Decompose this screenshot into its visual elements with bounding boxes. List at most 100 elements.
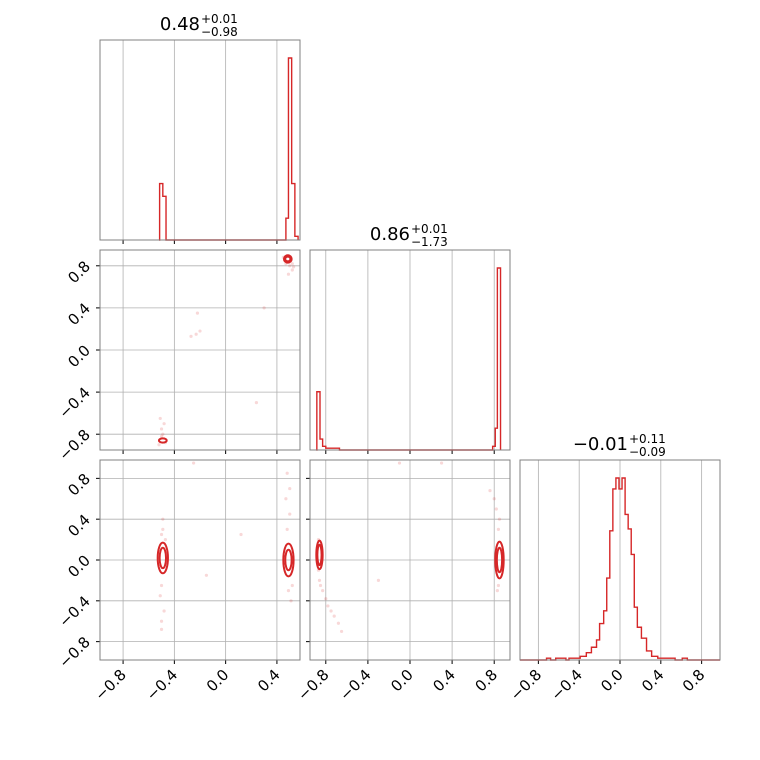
sample-point (204, 573, 209, 577)
sample-point (492, 497, 496, 501)
y-tick-label: 0.4 (64, 299, 94, 329)
sample-point (189, 334, 193, 338)
sample-point (159, 583, 164, 588)
sample-point (158, 416, 162, 421)
x-tick-label: 0.0 (387, 666, 417, 696)
sample-point (329, 609, 333, 613)
x-tick-label: 0.4 (638, 666, 668, 696)
x-tick-label: −0.4 (143, 666, 181, 704)
x-tick-label: −0.4 (336, 666, 374, 704)
density-contour (495, 546, 504, 574)
sample-point (162, 422, 166, 426)
sample-point (317, 578, 322, 583)
x-tick-label: −0.4 (548, 666, 586, 704)
density-contour (157, 437, 168, 444)
sample-point (376, 578, 381, 583)
x-tick-label: −0.8 (507, 666, 545, 704)
density-contour (156, 541, 169, 575)
density-contour (282, 542, 295, 578)
sample-point (194, 332, 198, 336)
sample-point (191, 461, 196, 465)
sample-point (157, 443, 161, 447)
sample-point (496, 527, 501, 531)
y-tick-label: 0.0 (64, 552, 94, 582)
x-tick-label: 0.8 (679, 666, 709, 696)
sample-point (339, 629, 344, 634)
sample-point (159, 434, 164, 438)
sample-point (324, 597, 328, 601)
sample-point (494, 507, 498, 511)
sample-point (195, 311, 200, 315)
panel-0-0 (99, 39, 301, 244)
sample-point (290, 268, 294, 272)
panel-1-1 (309, 249, 511, 454)
sample-point (284, 497, 288, 501)
sample-point (285, 527, 289, 531)
y-tick-label: 0.8 (64, 470, 94, 500)
sample-point (198, 329, 202, 333)
y-tick-label: 0.4 (64, 511, 94, 541)
histogram-2 (520, 477, 720, 661)
panel-1-0 (96, 249, 301, 454)
param-title-0: 0.48 (160, 14, 200, 35)
sample-point (289, 599, 293, 603)
panel-frame (99, 459, 301, 661)
y-tick-label: 0.8 (64, 257, 94, 287)
y-tick-label: −0.8 (55, 426, 93, 464)
sample-point (286, 272, 291, 276)
y-tick-label: −0.8 (55, 633, 93, 671)
sample-point (397, 461, 402, 465)
sample-point (326, 604, 330, 608)
panel-frame (309, 249, 511, 451)
sample-point (161, 432, 165, 436)
sample-point (321, 589, 325, 593)
sample-point (496, 583, 501, 588)
x-tick-label: −0.8 (294, 666, 332, 704)
sample-point (290, 583, 294, 588)
x-tick-label: 0.8 (471, 666, 501, 696)
param-value-1: 0.86 (370, 224, 410, 245)
sample-point (159, 427, 164, 431)
sample-point (159, 627, 164, 631)
param-minus-2: −0.09 (629, 445, 666, 459)
sample-point (285, 471, 289, 475)
panel-2-0 (96, 459, 301, 664)
sample-point (159, 532, 164, 537)
x-tick-label: 0.4 (429, 666, 459, 696)
panel-2-1 (306, 459, 511, 664)
density-contour (284, 548, 293, 572)
sample-point (254, 401, 259, 405)
param-plus-2: +0.11 (629, 432, 666, 446)
sample-point (439, 461, 444, 465)
param-plus-0: +0.01 (201, 12, 238, 26)
sample-point (497, 517, 502, 521)
sample-point (159, 619, 164, 623)
panel-frame (309, 459, 511, 661)
sample-point (288, 486, 292, 491)
panel-2-2 (519, 459, 721, 664)
sample-point (162, 609, 166, 613)
y-tick-label: 0.0 (64, 342, 94, 372)
histogram-0 (158, 57, 299, 241)
param-title-2: −0.01 (573, 434, 628, 455)
param-value-0: 0.48 (160, 14, 200, 35)
density-contour (316, 543, 323, 567)
density-contour (494, 540, 505, 580)
param-minus-0: −0.98 (201, 25, 238, 39)
sample-point (163, 537, 167, 542)
density-contour (284, 255, 292, 263)
param-plus-1: +0.01 (411, 222, 448, 236)
sample-point (262, 306, 266, 310)
density-contour (315, 539, 324, 571)
panel-frame (99, 249, 301, 451)
sample-point (290, 262, 294, 266)
sample-point (488, 489, 492, 493)
sample-point (332, 614, 336, 618)
panel-frame (99, 39, 301, 241)
x-tick-label: 0.0 (203, 666, 233, 696)
sample-point (158, 594, 162, 598)
param-minus-1: −1.73 (411, 235, 448, 249)
x-tick-label: 0.4 (254, 666, 284, 696)
param-title-1: 0.86 (370, 224, 410, 245)
